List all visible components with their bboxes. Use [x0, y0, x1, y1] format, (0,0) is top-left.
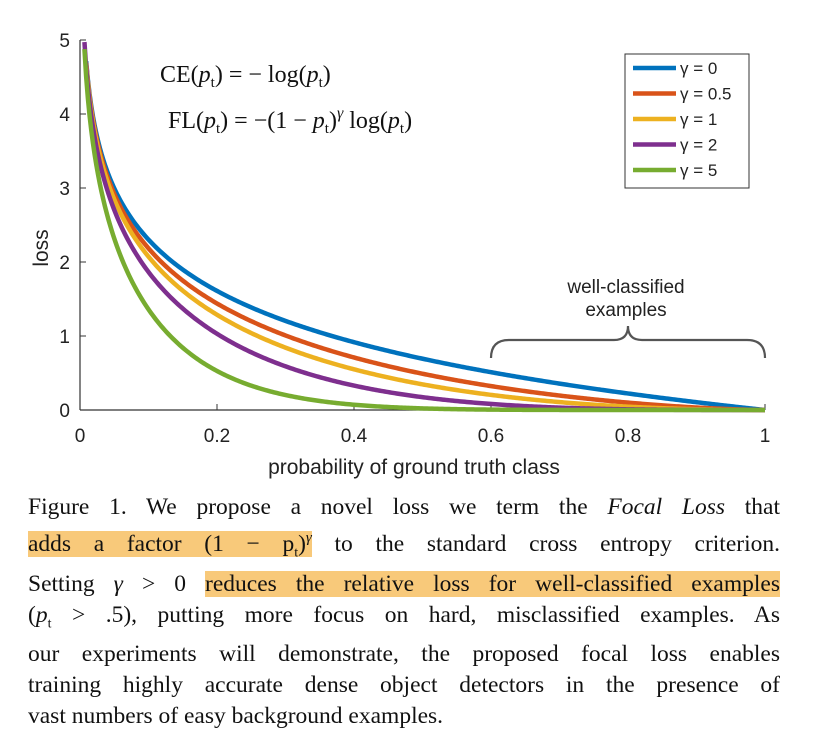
caption-highlight-reduces: reduces the relative loss for well-class…	[205, 570, 780, 597]
caption-line-5: our experiments will demonstrate, the pr…	[28, 641, 780, 668]
well-classified-brace	[489, 325, 767, 359]
ce-formula: CE(pt) = − log(pt)	[160, 62, 331, 91]
caption-line-6: training highly accurate dense object de…	[28, 672, 780, 699]
annotation-well-classified: well-classified	[566, 277, 684, 298]
axis-ticks: 0 0.2 0.4 0.6 0.8 1 0 1 2 3 4 5	[59, 31, 770, 447]
caption-line-3: Setting γ > 0 reduces the relative loss …	[28, 570, 780, 597]
x-tick-label: 0	[75, 426, 86, 447]
legend-label: γ = 2	[680, 136, 717, 155]
y-tick-label: 5	[59, 31, 70, 52]
annotation-examples: examples	[585, 300, 666, 321]
focal-loss-chart: 0 0.2 0.4 0.6 0.8 1 0 1 2 3 4 5 loss probability of…	[30, 31, 770, 479]
caption-line-7: vast numbers of easy background examples…	[28, 703, 444, 730]
legend-label: γ = 0.5	[680, 85, 732, 104]
x-tick-label: 0.2	[204, 426, 230, 447]
y-tick-label: 0	[59, 401, 70, 422]
caption-highlight-factor: adds a factor (1 − pt)γ	[28, 530, 312, 561]
y-axis-label: loss	[30, 229, 53, 266]
x-tick-label: 1	[760, 426, 771, 447]
legend-label: γ = 5	[680, 161, 717, 180]
caption-line-1: Figure 1. We propose a novel loss we ter…	[28, 494, 780, 520]
fl-formula: FL(pt) = −(1 − pt)γ log(pt)	[168, 105, 412, 137]
series-line-gamma-0	[83, 61, 766, 413]
y-tick-label: 2	[59, 253, 70, 274]
legend-label: γ = 1	[680, 110, 717, 129]
x-tick-label: 0.4	[341, 426, 368, 447]
loss-curves	[82, 41, 766, 413]
y-tick-label: 3	[59, 179, 70, 200]
figure-caption: Figure 1. We propose a novel loss we ter…	[28, 492, 780, 732]
x-tick-label: 0.8	[615, 426, 641, 447]
legend: γ = 0 γ = 0.5 γ = 1 γ = 2 γ = 5	[624, 53, 750, 189]
y-tick-label: 4	[59, 105, 70, 126]
y-tick-label: 1	[59, 327, 70, 348]
legend-label: γ = 0	[680, 59, 717, 78]
series-line-gamma-1	[83, 62, 766, 413]
caption-line-4: (pt > .5), putting more focus on hard, m…	[28, 601, 780, 632]
caption-line-2: adds a factor (1 − pt)γ to the standard …	[28, 530, 780, 561]
series-line-gamma-4	[82, 49, 766, 413]
x-axis-label: probability of ground truth class	[268, 456, 560, 479]
x-tick-label: 0.6	[478, 426, 504, 447]
